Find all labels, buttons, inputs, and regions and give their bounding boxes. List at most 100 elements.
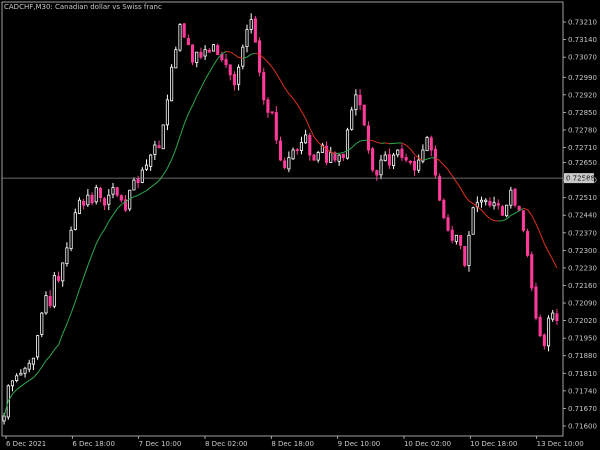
candle-body	[299, 142, 303, 151]
candle-body	[278, 140, 283, 161]
moving-average-segment	[246, 53, 252, 58]
candle-body	[266, 99, 270, 113]
moving-average-segment	[284, 87, 290, 95]
candle-body	[396, 149, 400, 156]
candle-body	[73, 212, 77, 230]
candle-body	[454, 234, 458, 242]
candle-body	[509, 189, 513, 206]
moving-average-segment	[330, 151, 336, 155]
moving-average-segment	[460, 187, 466, 196]
moving-average-segment	[62, 323, 68, 335]
moving-average-segment	[162, 167, 168, 176]
candle-body	[542, 334, 546, 347]
moving-average-segment	[368, 139, 373, 142]
moving-average-segment	[37, 366, 43, 374]
moving-average-segment	[213, 58, 219, 66]
candle-body	[144, 164, 149, 170]
moving-average-segment	[418, 157, 424, 161]
moving-average-segment	[275, 73, 281, 81]
moving-average-segment	[196, 87, 202, 97]
moving-average-segment	[192, 95, 198, 106]
candle-body	[325, 145, 329, 163]
y-tick-label: 0.71600	[568, 422, 597, 430]
candle-body	[94, 187, 98, 203]
candle-body	[199, 51, 203, 58]
moving-average-segment	[339, 152, 344, 154]
candle-body	[258, 40, 262, 73]
candle-body	[304, 134, 308, 144]
candle-body	[408, 160, 412, 163]
candle-body	[274, 112, 278, 141]
candle-body	[132, 179, 136, 191]
candle-body	[224, 59, 228, 66]
candle-body	[421, 149, 425, 162]
moving-average-segment	[468, 200, 474, 205]
moving-average-segment	[280, 80, 286, 89]
candle-body	[153, 144, 157, 155]
y-tick-label: 0.73140	[568, 36, 597, 44]
candle-body	[350, 109, 354, 130]
moving-average-segment	[7, 393, 13, 402]
candle-body	[320, 144, 324, 153]
y-tick-label: 0.72300	[568, 247, 597, 255]
moving-average-segment	[95, 235, 101, 245]
moving-average-segment	[502, 218, 507, 222]
moving-average-segment	[221, 51, 227, 55]
candle-body	[438, 175, 442, 201]
moving-average-segment	[506, 215, 512, 220]
candle-body	[555, 313, 559, 322]
moving-average-segment	[87, 254, 93, 266]
moving-average-segment	[104, 221, 110, 230]
moving-average-segment	[150, 183, 156, 188]
moving-average-segment	[296, 104, 302, 112]
moving-average-segment	[309, 128, 315, 137]
moving-average-segment	[208, 65, 214, 73]
candle-body	[488, 200, 492, 206]
y-tick-label: 0.72710	[568, 144, 597, 152]
moving-average-segment	[66, 313, 72, 325]
candle-body	[65, 247, 69, 265]
candle-body	[417, 159, 421, 171]
candle-body	[513, 188, 517, 206]
moving-average-segment	[229, 51, 235, 55]
moving-average-segment	[380, 142, 386, 144]
moving-average-segment	[79, 277, 85, 290]
moving-average-segment	[53, 344, 59, 351]
candle-body	[500, 206, 505, 216]
moving-average-segment	[451, 175, 457, 183]
candle-body	[333, 152, 337, 161]
candle-body	[182, 23, 186, 38]
candle-body	[459, 235, 463, 246]
candle-body	[232, 73, 236, 86]
moving-average-segment	[510, 212, 516, 216]
candle-body	[492, 202, 496, 207]
candle-body	[283, 160, 287, 168]
candle-body	[216, 45, 220, 56]
candle-body	[170, 66, 174, 102]
candle-body	[119, 195, 123, 201]
candle-body	[429, 137, 433, 151]
candle-body	[450, 229, 454, 241]
y-tick-label: 0.72920	[568, 91, 597, 99]
candle-body	[551, 312, 555, 320]
moving-average-segment	[305, 118, 311, 129]
moving-average-segment	[70, 301, 76, 314]
moving-average-segment	[523, 207, 528, 211]
current-price-tag	[564, 173, 594, 184]
moving-average-segment	[74, 289, 80, 302]
chart-title: CADCHF,M30: Canadian dollar vs Swiss fra…	[4, 3, 162, 11]
candle-body	[404, 157, 408, 161]
candle-body	[103, 198, 107, 206]
candle-body	[211, 44, 216, 52]
candle-body	[186, 38, 190, 46]
moving-average-segment	[154, 180, 160, 185]
candle-body	[412, 161, 417, 171]
y-tick-label: 0.72990	[568, 74, 597, 82]
candle-body	[15, 375, 19, 381]
candle-body	[446, 217, 450, 231]
candle-body	[400, 148, 404, 158]
candle-body	[52, 275, 56, 307]
